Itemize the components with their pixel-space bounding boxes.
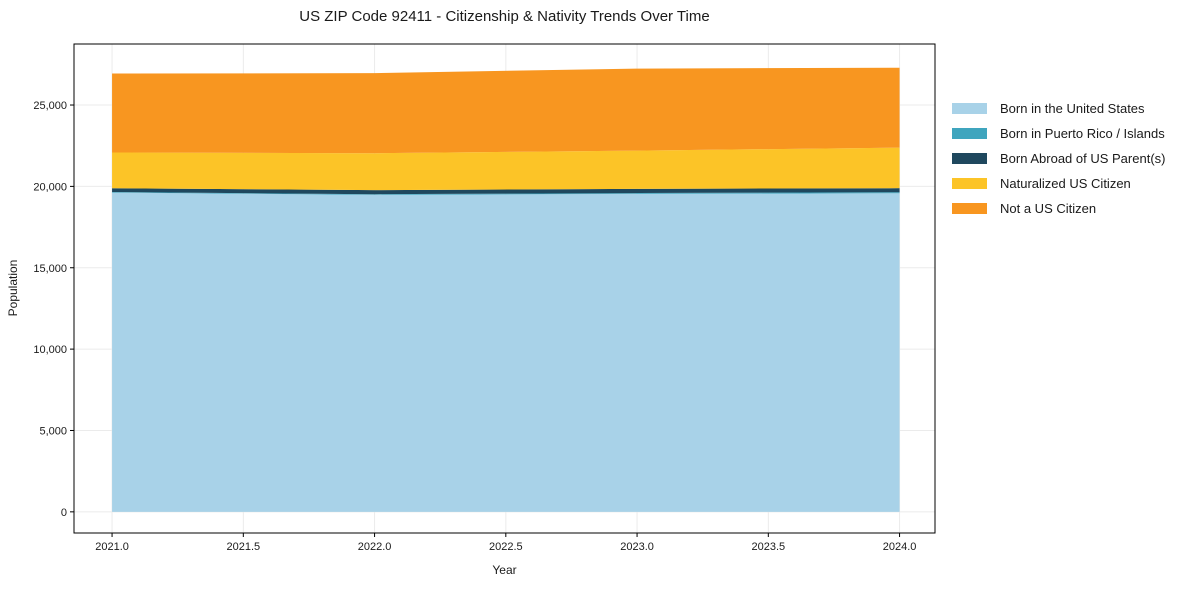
- legend-swatch-icon: [952, 153, 987, 164]
- legend-row: Not a US Citizen: [952, 196, 1165, 221]
- y-tick-label: 5,000: [39, 425, 67, 437]
- x-tick-label: 2021.0: [95, 541, 129, 553]
- x-tick-label: 2024.0: [883, 541, 917, 553]
- legend-label: Born in the United States: [1000, 101, 1145, 116]
- y-tick-label: 0: [61, 507, 67, 519]
- area-naturalized-us-citizen: [112, 147, 900, 191]
- x-tick-label: 2023.0: [620, 541, 654, 553]
- legend: Born in the United States Born in Puerto …: [952, 96, 1165, 221]
- area-born-in-the-united-states: [112, 192, 900, 512]
- legend-swatch-icon: [952, 103, 987, 114]
- legend-label: Not a US Citizen: [1000, 201, 1097, 216]
- legend-swatch-icon: [952, 128, 987, 139]
- chart-title: US ZIP Code 92411 - Citizenship & Nativi…: [299, 8, 710, 25]
- y-tick-label: 10,000: [33, 344, 67, 356]
- legend-row: Born in the United States: [952, 96, 1165, 121]
- y-tick-label: 20,000: [33, 181, 67, 193]
- legend-label: Naturalized US Citizen: [1000, 176, 1131, 191]
- axes-frame: [73, 43, 936, 534]
- legend-row: Born in Puerto Rico / Islands: [952, 121, 1165, 146]
- area-not-a-us-citizen: [112, 67, 900, 154]
- x-tick-label: 2022.0: [358, 541, 392, 553]
- x-tick-label: 2021.5: [226, 541, 260, 553]
- legend-row: Born Abroad of US Parent(s): [952, 146, 1165, 171]
- legend-label: Born Abroad of US Parent(s): [1000, 151, 1166, 166]
- legend-swatch-icon: [952, 178, 987, 189]
- x-tick-label: 2023.5: [751, 541, 785, 553]
- y-tick-label: 25,000: [33, 100, 67, 112]
- y-tick-label: 15,000: [33, 263, 67, 275]
- legend-swatch-icon: [952, 203, 987, 214]
- legend-label: Born in Puerto Rico / Islands: [1000, 126, 1165, 141]
- y-axis-label: Population: [6, 259, 20, 317]
- area-born-in-puerto-rico-islands: [112, 192, 900, 195]
- x-tick-label: 2022.5: [489, 541, 523, 553]
- area-born-abroad-of-us-parent-s-: [112, 188, 900, 195]
- x-axis-label: Year: [492, 563, 517, 577]
- legend-row: Naturalized US Citizen: [952, 171, 1165, 196]
